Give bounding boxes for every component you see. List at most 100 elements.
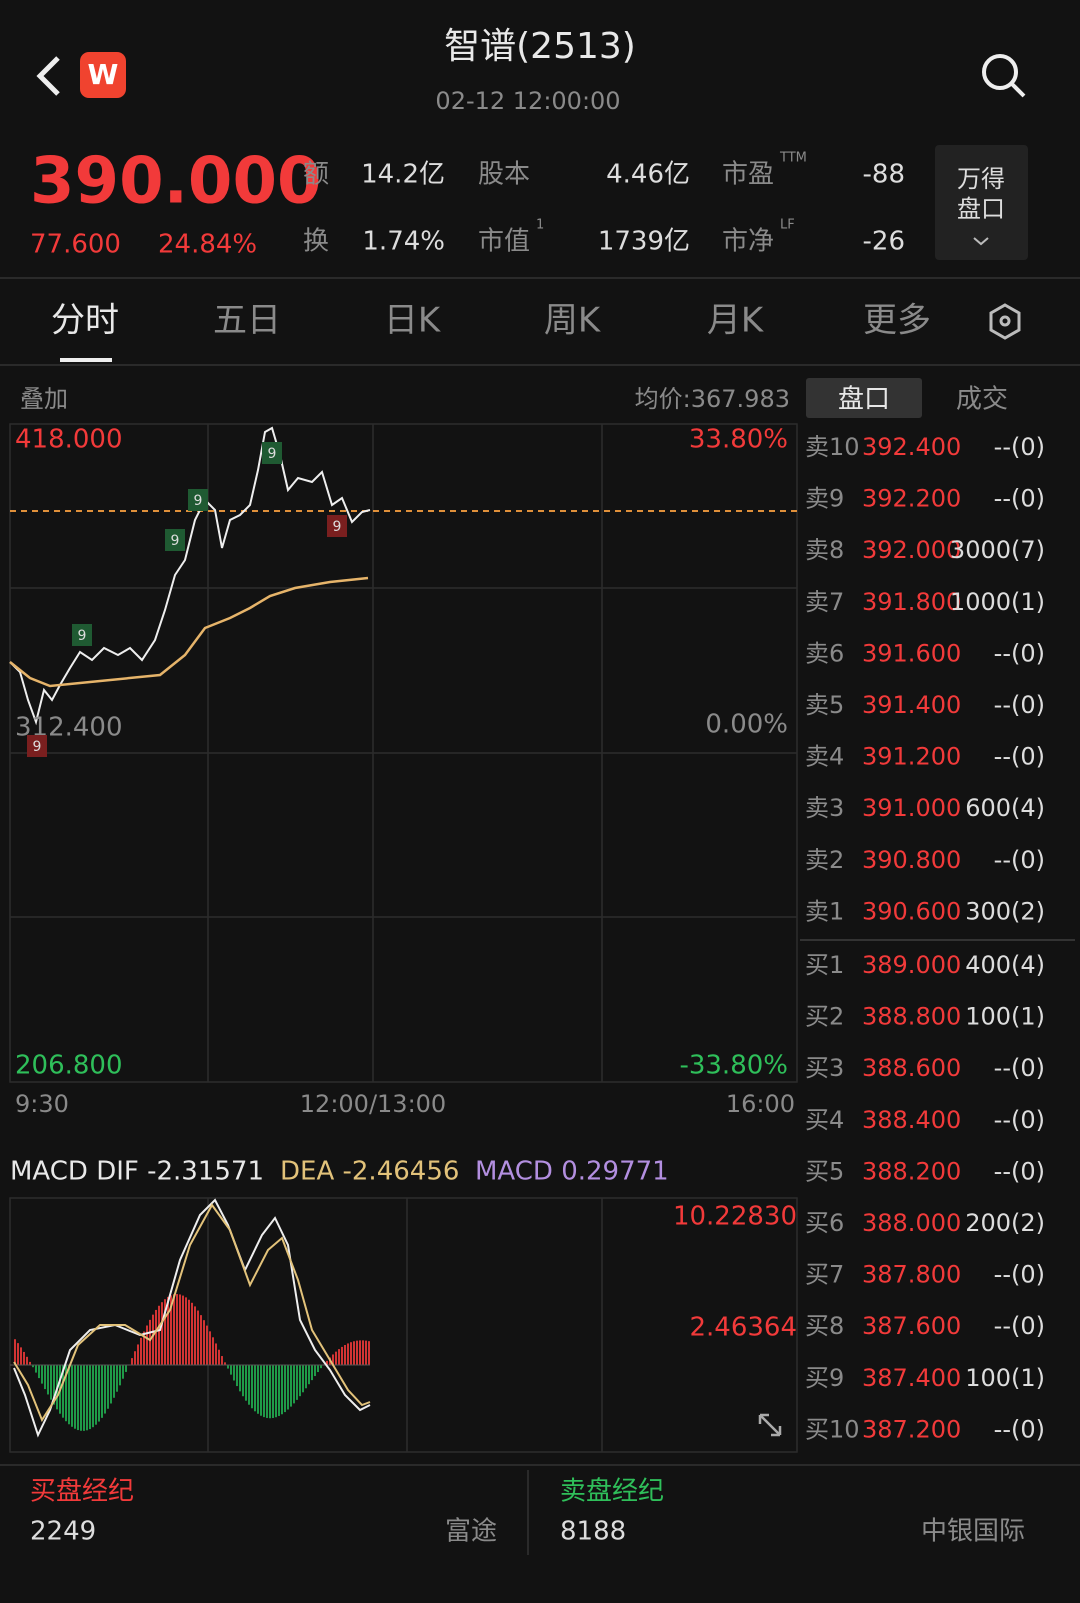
hist-bar (314, 1365, 316, 1377)
hist-bar (326, 1360, 328, 1365)
tab[interactable]: 日K (384, 301, 442, 341)
marker: 9 (33, 739, 42, 755)
tab[interactable]: 周K (544, 301, 602, 341)
hist-bar (317, 1365, 319, 1373)
hist-bar (203, 1320, 205, 1365)
stat-sup: 1 (536, 218, 544, 233)
macd-value: MACD 0.29771 (475, 1157, 669, 1187)
hist-bar (359, 1340, 361, 1365)
hist-bar (197, 1310, 199, 1365)
hist-bar (269, 1365, 271, 1419)
hist-bar (182, 1295, 184, 1365)
expand-button[interactable] (758, 1413, 782, 1437)
hist-bar (260, 1365, 262, 1416)
hist-bar (23, 1351, 25, 1365)
hist-bar (311, 1365, 313, 1381)
stat-sup: LF (780, 218, 795, 233)
book-price: 391.600 (862, 639, 961, 667)
stat-label: 市盈 (722, 160, 774, 190)
book-price: 387.600 (862, 1312, 961, 1340)
hist-bar (14, 1339, 16, 1365)
stat-value: -88 (863, 160, 905, 190)
broker-title[interactable]: 买盘经纪 (30, 1477, 134, 1507)
book-volume: 3000(7) (950, 536, 1045, 564)
stat-value: -26 (863, 227, 905, 257)
tab[interactable]: 五日 (213, 301, 281, 341)
hist-bar (335, 1351, 337, 1365)
book-volume: 1000(1) (950, 588, 1045, 616)
pct-low: -33.80% (679, 1051, 788, 1081)
hist-bar (236, 1365, 238, 1387)
hist-bar (272, 1365, 274, 1419)
hist-bar (41, 1365, 43, 1384)
hist-bar (365, 1340, 367, 1365)
hist-bar (242, 1365, 244, 1397)
book-price: 390.600 (862, 897, 961, 925)
book-volume: --(0) (994, 1261, 1045, 1289)
hist-bar (62, 1365, 64, 1418)
hist-bar (65, 1365, 67, 1422)
hist-bar (38, 1365, 40, 1379)
book-volume: --(0) (994, 433, 1045, 461)
book-price: 392.000 (862, 536, 961, 564)
overlay[interactable]: 叠加 (20, 385, 68, 413)
book-tab[interactable]: 成交 (956, 385, 1008, 415)
hist-bar (254, 1365, 256, 1412)
wind-button[interactable]: 万得 盘口 (935, 145, 1028, 260)
hist-bar (263, 1365, 265, 1418)
book-volume: --(0) (994, 639, 1045, 667)
book-volume: 400(4) (965, 951, 1045, 979)
broker-name: 富途 (445, 1517, 497, 1547)
hist-bar (32, 1365, 34, 1368)
hist-bar (179, 1294, 181, 1365)
hist-bar (173, 1294, 175, 1365)
book-label: 买3 (805, 1054, 844, 1082)
hist-bar (332, 1354, 334, 1365)
marker: 9 (194, 493, 203, 509)
avg-price: 均价:367.983 (635, 385, 790, 413)
book-label: 卖10 (805, 433, 860, 461)
stat-value: 1739亿 (598, 227, 690, 257)
hist-bar (152, 1314, 154, 1365)
book-volume: --(0) (994, 846, 1045, 874)
book-price: 391.200 (862, 743, 961, 771)
hist-bar (299, 1365, 301, 1397)
tab[interactable]: 月K (707, 301, 765, 341)
book-price: 390.800 (862, 846, 961, 874)
book-label: 买9 (805, 1364, 844, 1392)
hist-bar (227, 1365, 229, 1369)
hist-bar (158, 1305, 160, 1365)
hist-bar (74, 1365, 76, 1429)
hist-bar (248, 1365, 250, 1405)
back-button[interactable] (36, 56, 60, 96)
book-price: 387.800 (862, 1261, 961, 1289)
hist-bar (26, 1356, 28, 1365)
hist-bar (164, 1299, 166, 1365)
app-icon-letter: W (88, 58, 119, 91)
broker-title[interactable]: 卖盘经纪 (560, 1477, 664, 1507)
hist-bar (161, 1302, 163, 1365)
hist-bar (275, 1365, 277, 1418)
book-volume: 600(4) (965, 794, 1045, 822)
book-label: 买5 (805, 1157, 844, 1185)
marker: 9 (78, 628, 87, 644)
book-volume: 200(2) (965, 1209, 1045, 1237)
hist-bar (53, 1365, 55, 1405)
hist-bar (95, 1365, 97, 1425)
tab[interactable]: 分时 (51, 301, 119, 341)
tab[interactable]: 更多 (863, 301, 931, 341)
search-button[interactable] (982, 54, 1026, 98)
hist-bar (188, 1299, 190, 1365)
book-label: 买6 (805, 1209, 844, 1237)
book-price: 391.000 (862, 794, 961, 822)
book-tab[interactable]: 盘口 (838, 385, 890, 415)
price: 390.000 (30, 145, 322, 219)
hist-bar (239, 1365, 241, 1392)
hist-bar (149, 1319, 151, 1365)
hist-bar (50, 1365, 52, 1400)
book-label: 买7 (805, 1261, 844, 1289)
book-label: 买10 (805, 1415, 860, 1443)
time-label: 12:00/13:00 (300, 1090, 446, 1118)
book-label: 卖4 (805, 743, 844, 771)
settings-button[interactable] (989, 303, 1021, 340)
